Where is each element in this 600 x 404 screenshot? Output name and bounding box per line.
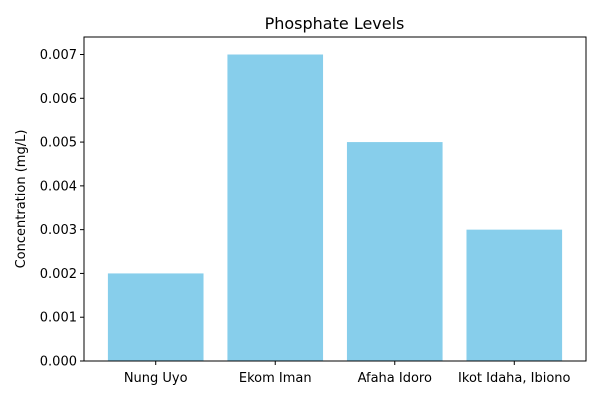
y-tick-label-7: 0.007 <box>40 48 77 63</box>
x-tick-label-2: Afaha Idoro <box>358 371 432 386</box>
bar-3 <box>466 229 563 361</box>
bar-2 <box>346 142 443 361</box>
y-tick-label-0: 0.000 <box>40 355 77 370</box>
chart-title: Phosphate Levels <box>265 14 405 33</box>
bar-series <box>107 54 563 361</box>
plot-frame <box>83 36 587 362</box>
x-axis: Nung Uyo Ekom Iman Afaha Idoro Ikot Idaha, … <box>124 361 571 386</box>
x-tick-label-0: Nung Uyo <box>124 371 188 386</box>
y-axis-label: Concentration (mg/L) <box>14 130 29 269</box>
x-tick-label-3: Ikot Idaha, Ibiono <box>458 371 570 386</box>
y-axis: 0.000 0.001 0.002 0.003 0.004 0.005 0.006 0.007 <box>40 48 84 370</box>
y-tick-label-4: 0.004 <box>40 179 77 194</box>
y-tick-label-3: 0.003 <box>40 223 77 238</box>
y-tick-label-6: 0.006 <box>40 92 77 107</box>
bar-1 <box>227 54 324 361</box>
y-tick-label-5: 0.005 <box>40 136 77 151</box>
bar-0 <box>107 273 204 361</box>
y-tick-label-2: 0.002 <box>40 267 77 282</box>
y-tick-label-1: 0.001 <box>40 311 77 326</box>
x-tick-label-1: Ekom Iman <box>239 371 312 386</box>
